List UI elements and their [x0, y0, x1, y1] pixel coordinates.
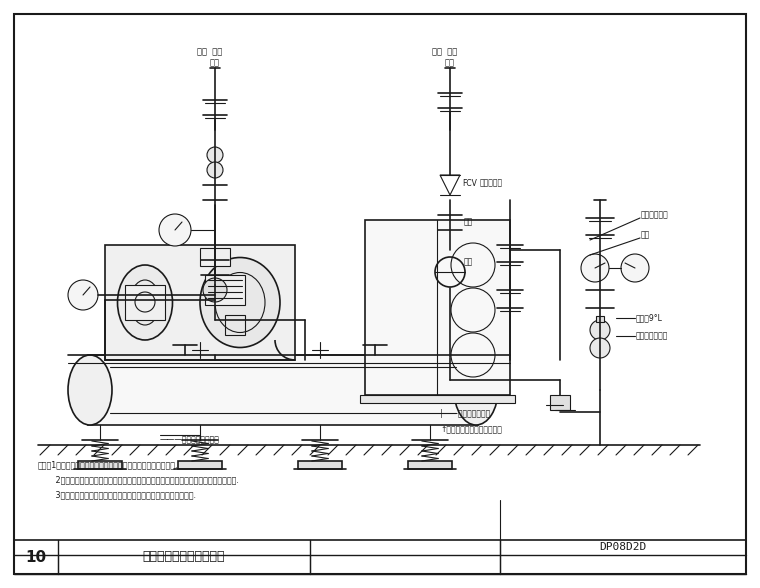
- Bar: [298, 461, 342, 469]
- Text: ———疏散幫浦水機組距: ———疏散幫浦水機組距: [160, 436, 220, 445]
- Circle shape: [203, 278, 227, 302]
- Bar: [125, 285, 165, 320]
- Text: 溫度計9°L: 溫度計9°L: [636, 313, 663, 322]
- Text: 出水: 出水: [445, 58, 455, 68]
- Text: 出水: 出水: [464, 218, 473, 226]
- Text: 進水: 進水: [641, 230, 651, 239]
- Circle shape: [581, 254, 609, 282]
- Bar: [408, 461, 452, 469]
- Text: 3、在冰水及冷卻水管（共四處）均設置支撐架各條及墊隔震裝置.: 3、在冰水及冷卻水管（共四處）均設置支撐架各條及墊隔震裝置.: [38, 490, 196, 499]
- Ellipse shape: [454, 355, 498, 425]
- Circle shape: [621, 254, 649, 282]
- Bar: [178, 461, 222, 469]
- Text: 壓力錶附考克: 壓力錶附考克: [641, 211, 669, 219]
- Text: 蝶閥: 蝶閥: [464, 258, 473, 266]
- Bar: [225, 315, 245, 335]
- Bar: [200, 248, 230, 266]
- Bar: [105, 245, 295, 360]
- Circle shape: [68, 280, 98, 310]
- Text: 2、任何型式和類之冰水主機，其主要水管均包含冰水進、出水管及冷卻水進、出水管.: 2、任何型式和類之冰水主機，其主要水管均包含冰水進、出水管及冷卻水進、出水管.: [38, 476, 239, 485]
- Text: （冰  水）: （冰 水）: [198, 48, 223, 56]
- Text: |——閘門閥（考克）: |——閘門閥（考克）: [440, 409, 490, 419]
- Circle shape: [207, 147, 223, 163]
- Text: 冰水主機水管安裝示意圖: 冰水主機水管安裝示意圖: [143, 550, 225, 563]
- Bar: [365, 220, 510, 395]
- Ellipse shape: [68, 355, 112, 425]
- Bar: [205, 275, 245, 305]
- Text: 10: 10: [25, 550, 46, 564]
- Text: （冰  水）: （冰 水）: [432, 48, 458, 56]
- Bar: [88, 355, 478, 425]
- Text: 備註：1、本冊冰水主機之外型為離心式冰水主機，其外型供參考.: 備註：1、本冊冰水主機之外型為離心式冰水主機，其外型供參考.: [38, 460, 179, 469]
- Ellipse shape: [118, 265, 173, 340]
- Text: DP08D2D: DP08D2D: [600, 542, 647, 552]
- Polygon shape: [440, 175, 460, 195]
- Text: FCV: FCV: [462, 179, 477, 188]
- Bar: [360, 395, 515, 403]
- Text: （冷卻水）: （冷卻水）: [480, 179, 503, 188]
- Text: 雙球式防震水管: 雙球式防震水管: [636, 332, 668, 340]
- Circle shape: [590, 338, 610, 358]
- Ellipse shape: [200, 258, 280, 348]
- Bar: [78, 461, 122, 469]
- Circle shape: [590, 320, 610, 340]
- Text: ↑排水至排水溝或地板落水頭: ↑排水至排水溝或地板落水頭: [440, 426, 502, 435]
- Circle shape: [207, 162, 223, 178]
- Text: 進水: 進水: [210, 58, 220, 68]
- Circle shape: [159, 214, 191, 246]
- Bar: [596, 316, 604, 322]
- Bar: [550, 395, 570, 410]
